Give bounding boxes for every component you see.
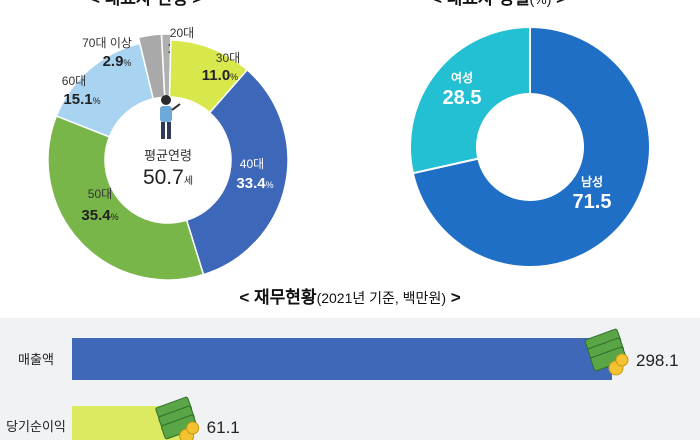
age-slice-label-5: 70대 이상	[82, 36, 132, 50]
gender-slice-value-0: 71.5	[573, 191, 612, 213]
finance-chart-title: < 재무현황(2021년 기준, 백만원) >	[0, 283, 700, 307]
age-chart-title: < 대표자 연령 >	[90, 0, 202, 10]
gender-donut-chart: 남성 71.5 여성 28.5	[409, 25, 651, 268]
money-stack-icon	[155, 396, 200, 440]
bar-value-0: 298.1	[636, 351, 679, 370]
finance-bar-chart: 매출액 298.1 당기순이익 61.1	[6, 328, 679, 440]
person-icon	[160, 95, 181, 139]
gender-slice-value-1: 28.5	[443, 87, 482, 109]
gender-slice-0	[411, 25, 651, 268]
age-slice-label-1: 30대	[216, 51, 240, 65]
age-slice-value-1: 11.0%	[202, 67, 238, 84]
age-slice-label-3: 50대	[88, 187, 112, 201]
age-slice-2	[185, 68, 289, 276]
title-bracket-right: >	[450, 288, 461, 307]
age-slice-value-5: 2.9%	[103, 53, 132, 70]
gender-title-unit: (%)	[530, 0, 552, 7]
age-slice-label-0: 20대	[170, 26, 194, 40]
gender-slice-label-0: 남성	[581, 174, 603, 189]
finance-title-text: 재무현황	[254, 288, 317, 307]
bar-value-1: 61.1	[207, 418, 240, 437]
age-slice-3	[47, 114, 205, 281]
title-bracket-left: <	[432, 0, 442, 8]
age-donut-center: 평균연령 50.7세	[106, 95, 230, 222]
age-slice-label-4: 60대	[62, 74, 86, 88]
average-age-value: 50.7세	[143, 166, 193, 189]
bar-0	[72, 338, 612, 380]
money-stack-icon	[584, 328, 629, 376]
age-slice-label-2: 40대	[240, 157, 264, 171]
bar-category-label-0: 매출액	[18, 352, 54, 367]
age-slice-value-4: 15.1%	[63, 91, 100, 108]
title-bracket-right: >	[556, 0, 566, 8]
gender-chart-title: < 대표자 성별(%) >	[432, 0, 566, 10]
gender-slice-label-1: 여성	[451, 70, 473, 85]
gender-slice-1	[409, 25, 531, 175]
finance-title-sub: (2021년 기준, 백만원)	[316, 290, 446, 306]
age-title-text: 대표자 연령	[105, 0, 188, 8]
title-bracket-left: <	[90, 0, 100, 8]
gender-title-text: 대표자 성별	[447, 0, 530, 8]
age-donut-chart: 20대1.2%30대11.0%40대33.4%50대35.4%60대15.1%7…	[47, 26, 289, 281]
age-slice-value-3: 35.4%	[81, 207, 118, 224]
bar-category-label-1: 당기순이익	[6, 419, 66, 434]
average-age-label: 평균연령	[144, 148, 192, 163]
title-bracket-left: <	[239, 288, 250, 307]
title-bracket-right: >	[192, 0, 202, 8]
age-slice-value-2: 33.4%	[236, 175, 273, 192]
